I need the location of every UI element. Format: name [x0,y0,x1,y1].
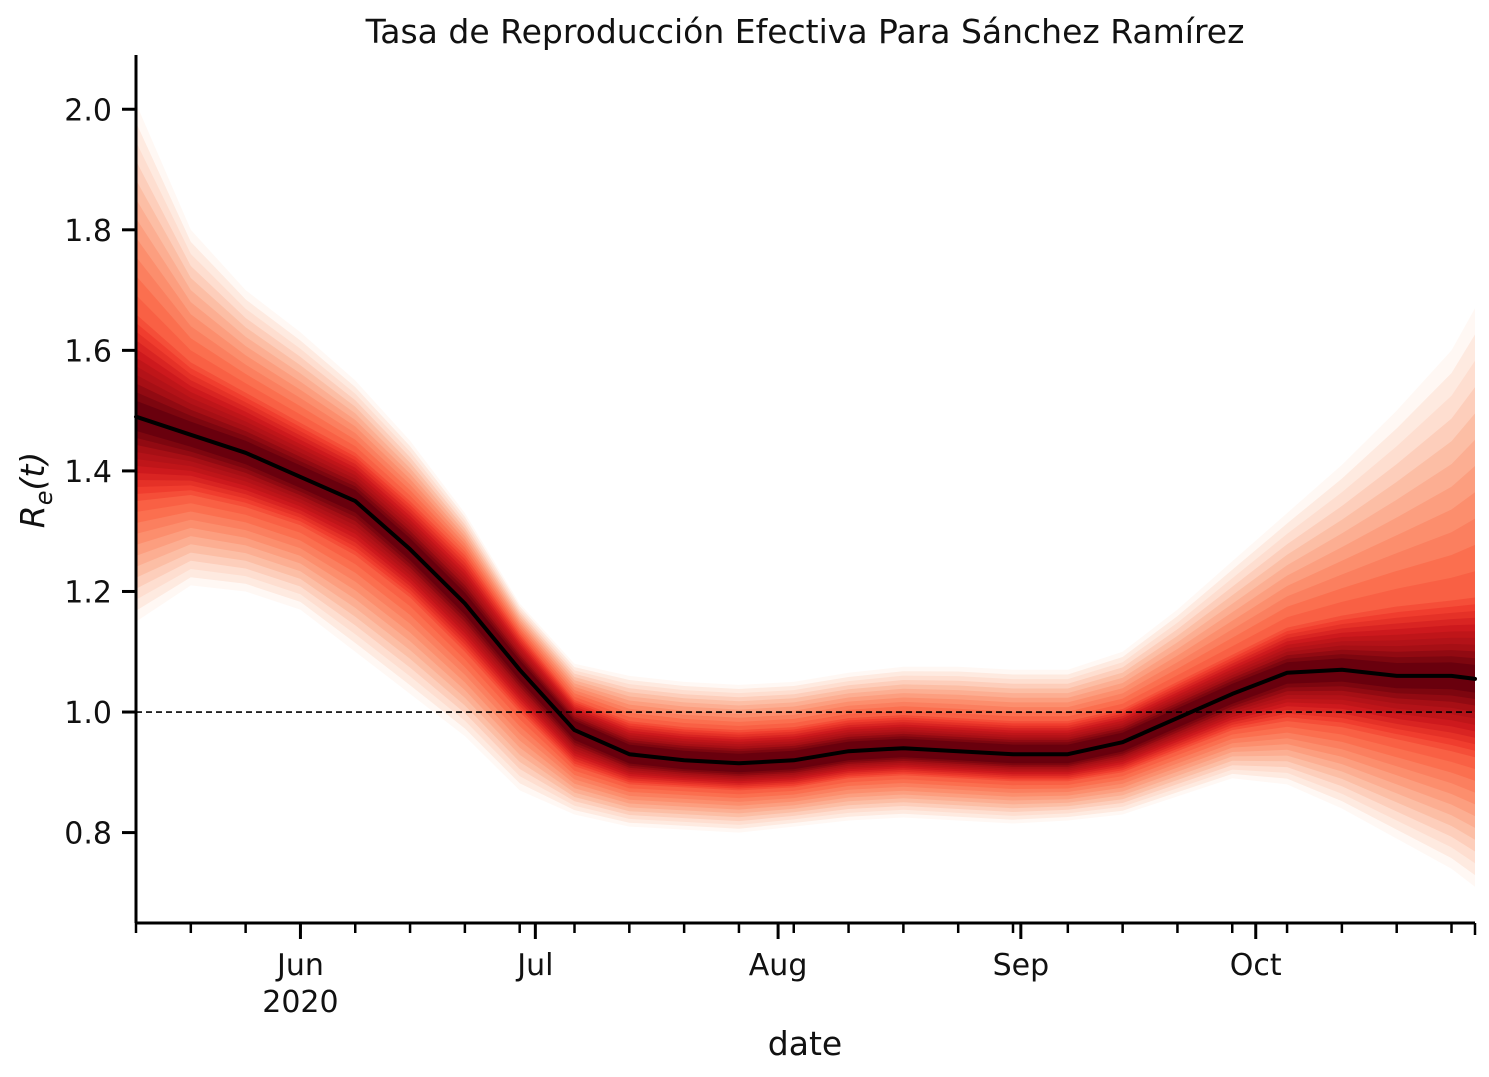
x-tick-label-4: Sep [993,948,1050,983]
y-ticks: 0.8 1.0 1.2 1.4 1.6 1.8 2.0 [64,93,136,852]
y-tick-label-2: 1.0 [64,696,112,731]
x-tick-sublabel-1: 2020 [262,985,338,1020]
y-tick-label-6: 1.8 [64,214,112,249]
chart-title: Tasa de Reproducción Efectiva Para Sánch… [365,12,1245,51]
x-tick-label-2: Jul [515,948,553,983]
y-tick-label-5: 1.6 [64,334,112,369]
x-tick-label-3: Aug [749,948,808,983]
band-level-10 [136,275,1475,799]
x-axis-label: date [768,1024,842,1063]
x-tick-label-5: Oct [1230,948,1282,983]
y-tick-label-7: 2.0 [64,93,112,128]
y-axis-label: Re(t) [13,452,58,528]
x-tick-label-1: Jun [275,948,324,983]
median-line [134,414,1477,766]
y-tick-label-3: 1.2 [64,575,112,610]
y-tick-label-1: 0.8 [64,817,112,852]
y-tick-label-4: 1.4 [64,455,112,490]
